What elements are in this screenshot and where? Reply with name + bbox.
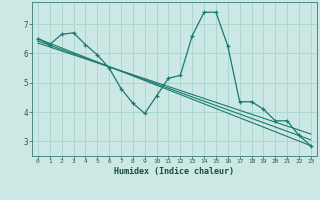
X-axis label: Humidex (Indice chaleur): Humidex (Indice chaleur) [115, 167, 234, 176]
